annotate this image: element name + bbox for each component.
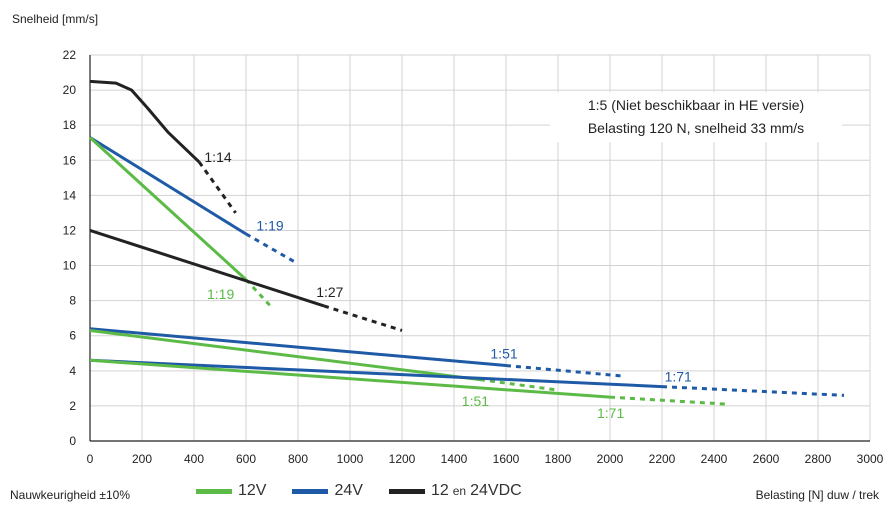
legend-item-24v: 24V	[292, 482, 363, 500]
x-tick-label: 0	[87, 452, 94, 466]
series-line-1-27-3	[89, 229, 325, 308]
x-tick-label: 200	[132, 452, 152, 466]
ratio-label: 1:27	[316, 284, 343, 300]
series-line-1-19-1	[89, 136, 247, 236]
y-tick-label: 6	[69, 329, 76, 343]
series-dashed-1-19-1	[245, 232, 299, 266]
legend-label-24v: 24V	[334, 482, 363, 499]
series-line-1-71-7	[89, 358, 611, 399]
series-dashed-1-27-3	[323, 304, 403, 332]
x-tick-label: 1000	[337, 452, 364, 466]
x-tick-label: 1400	[441, 452, 468, 466]
series-dashed-1-71-7	[609, 395, 728, 406]
x-tick-label: 2000	[597, 452, 624, 466]
series-dashed-1-71-6	[661, 385, 845, 397]
chart-footer: Nauwkeurigheid ±10% 12V 24V 12 en 24VDC …	[0, 482, 893, 504]
x-axis-label: Belasting [N] duw / trek	[755, 488, 879, 502]
ratio-label: 1:71	[665, 368, 692, 384]
series-line-1-51-5	[89, 328, 481, 382]
y-tick-label: 12	[63, 223, 77, 237]
x-tick-label: 3000	[857, 452, 884, 466]
ratio-label: 1:71	[597, 405, 624, 421]
x-tick-label: 1800	[545, 452, 572, 466]
series-line-1-19-2	[88, 136, 248, 281]
x-tick-label: 400	[184, 452, 204, 466]
x-tick-label: 1600	[493, 452, 520, 466]
series-line-1-71-6	[89, 358, 663, 389]
legend-item-12-24vdc: 12 en 24VDC	[388, 482, 522, 500]
y-tick-label: 20	[63, 83, 77, 97]
y-tick-label: 10	[63, 259, 77, 273]
y-tick-label: 18	[63, 118, 77, 132]
ratio-label: 1:19	[256, 217, 283, 233]
axes: 0 2 4 6 8 10 12 14 16 18 20 22 0 200 400 600 800 1000 1200…	[63, 48, 884, 466]
y-tick-label: 16	[63, 153, 77, 167]
series-dashed-1-19-2	[244, 278, 274, 309]
y-axis-label: Snelheid [mm/s]	[12, 12, 99, 26]
series-line-1-51-4	[89, 327, 507, 368]
legend-swatch-12-24vdc	[388, 488, 425, 494]
x-tick-label: 2600	[753, 452, 780, 466]
speed-load-chart: 0 2 4 6 8 10 12 14 16 18 20 22 0 200 400 600 800 1000 1200…	[63, 48, 884, 466]
legend-label-12: 12	[430, 482, 449, 499]
ratio-label: 1:51	[490, 346, 517, 362]
legend-label-24vdc: 24VDC	[470, 482, 522, 499]
series-dashed-1-51-5	[479, 378, 559, 392]
series-group	[88, 79, 845, 406]
legend: 12V 24V 12 en 24VDC	[196, 482, 548, 500]
annotation-box: 1:5 (Niet beschikbaar in HE versie) Bela…	[550, 92, 842, 142]
ratio-label: 1:19	[207, 286, 234, 302]
ratio-label: 1:51	[462, 393, 489, 409]
series-line-1-14-0	[89, 79, 201, 164]
annotation-line-1: 1:5 (Niet beschikbaar in HE versie)	[587, 97, 805, 113]
accuracy-note: Nauwkeurigheid ±10%	[10, 488, 130, 502]
x-tick-label: 1200	[389, 452, 416, 466]
legend-item-12v: 12V	[196, 482, 266, 500]
x-tick-label: 600	[236, 452, 256, 466]
x-tick-label: 800	[288, 452, 308, 466]
y-tick-label: 8	[69, 294, 76, 308]
y-tick-label: 14	[63, 188, 77, 202]
y-tick-label: 22	[63, 48, 77, 62]
series-labels: 1:14 1:19 1:19 1:27 1:51 1:51 1:71 1:71	[204, 149, 692, 421]
x-tick-label: 2800	[805, 452, 832, 466]
x-tick-label: 2400	[701, 452, 728, 466]
x-tick-label: 2200	[649, 452, 676, 466]
series-dashed-1-14-0	[197, 161, 237, 214]
annotation-line-2: Belasting 120 N, snelheid 33 mm/s	[587, 120, 805, 136]
legend-swatch-12v	[196, 488, 232, 494]
y-tick-label: 4	[69, 364, 76, 378]
legend-label-en: en	[452, 484, 467, 498]
legend-label-12v: 12V	[238, 482, 267, 499]
ratio-label: 1:14	[204, 149, 231, 165]
legend-swatch-24v	[292, 488, 329, 494]
y-tick-label: 0	[69, 434, 76, 448]
y-tick-label: 2	[69, 399, 76, 413]
